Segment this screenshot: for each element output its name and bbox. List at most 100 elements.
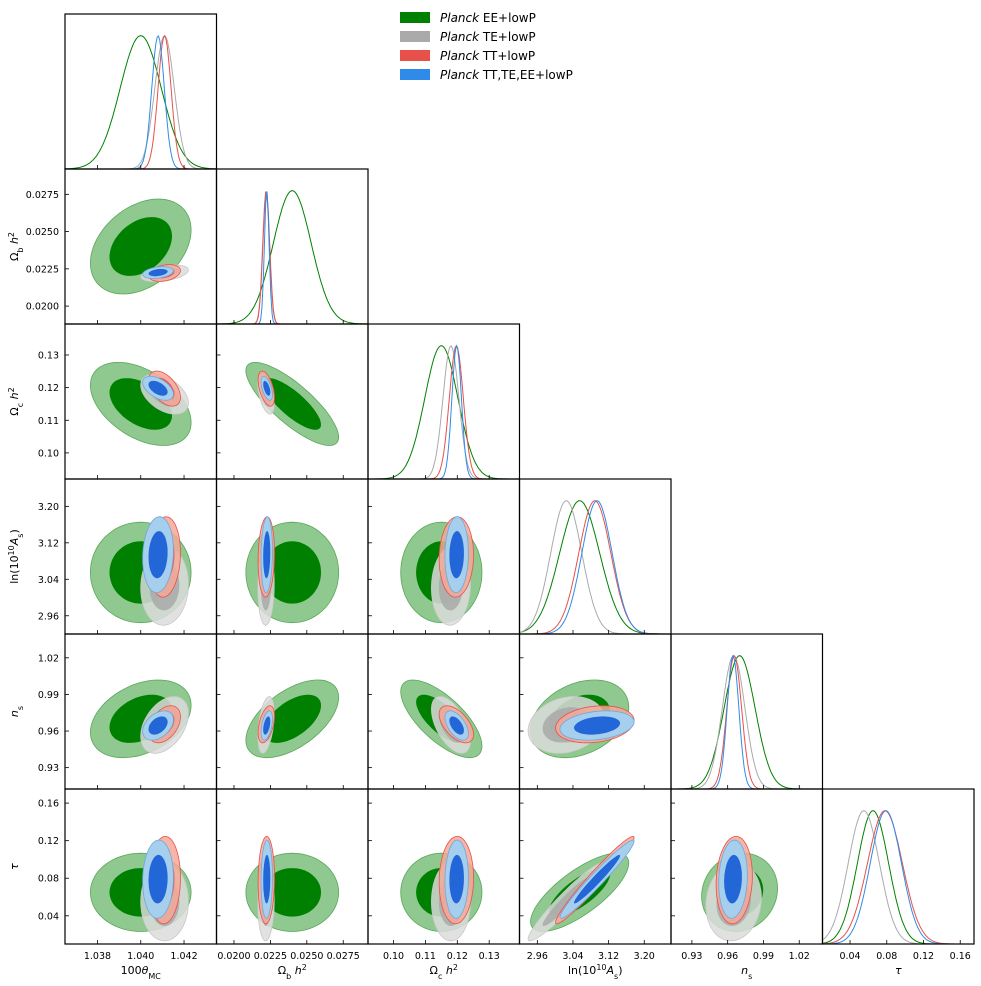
x-tick-label: 0.0250 (290, 951, 323, 962)
y-tick-label: 0.13 (38, 351, 59, 362)
marginal-curve-3 (216, 191, 368, 324)
legend-swatch (400, 31, 430, 42)
contour-68-3 (574, 854, 621, 904)
panel-0-0 (64, 13, 218, 170)
legend-label: Planck TT,TE,EE+lowP (440, 68, 573, 82)
y-axis-label-1: Ωb h2 (7, 232, 25, 261)
contour-68-3 (148, 380, 168, 396)
x-tick-label: 0.13 (479, 951, 500, 962)
marginal-curve-2 (519, 500, 671, 634)
panels-layer (64, 13, 975, 945)
y-tick-label: 0.16 (38, 799, 59, 810)
legend: Planck EE+lowP Planck TE+lowP Planck TT+lo… (400, 11, 573, 82)
panel-3-3 (518, 478, 672, 635)
x-axis-label-5: τ (895, 964, 902, 977)
y-tick-label: 0.10 (38, 448, 59, 459)
panel-2-2 (367, 323, 521, 480)
panel-frame (670, 633, 824, 790)
legend-label: Planck TE+lowP (440, 30, 536, 44)
contour-68-3 (148, 854, 168, 904)
panel-0-3 (64, 478, 218, 635)
panel-4-4 (670, 633, 824, 790)
legend-label: Planck TT+lowP (440, 49, 535, 63)
marginal-curve-2 (65, 34, 217, 169)
x-tick-label: 0.96 (717, 951, 738, 962)
y-tick-label: 1.02 (38, 653, 59, 664)
panel-1-5 (215, 788, 369, 945)
panel-0-1 (64, 168, 218, 325)
x-tick-label: 0.0275 (327, 951, 360, 962)
panel-1-4 (215, 633, 369, 790)
y-axis-label-5: τ (8, 863, 21, 870)
panel-frame (215, 168, 369, 325)
legend-swatch (400, 69, 430, 80)
panel-3-4 (518, 633, 672, 790)
x-tick-label: 1.038 (84, 951, 111, 962)
panel-5-5 (821, 788, 975, 945)
contour-68-0 (263, 378, 321, 430)
contour-68-0 (263, 694, 321, 743)
marginal-curve-0 (822, 810, 974, 944)
y-axis-label-4: ns (8, 706, 25, 717)
panel-1-1 (215, 168, 369, 325)
x-tick-label: 0.12 (913, 951, 934, 962)
x-tick-label: 0.16 (950, 951, 971, 962)
y-tick-label: 0.12 (38, 836, 59, 847)
x-tick-label: 2.96 (527, 951, 548, 962)
y-tick-label: 0.93 (38, 763, 59, 774)
x-tick-label: 3.20 (634, 951, 655, 962)
y-tick-label: 3.04 (38, 575, 59, 586)
x-axis-label-1: Ωb h2 (278, 963, 307, 981)
contour-68-3 (449, 531, 464, 579)
panel-0-4 (64, 633, 218, 790)
marginal-curve-0 (368, 345, 520, 479)
marginal-curve-2 (671, 654, 823, 789)
marginal-curve-1 (519, 500, 671, 634)
y-tick-label: 0.0225 (26, 264, 59, 275)
marginal-curve-0 (216, 190, 368, 324)
x-tick-label: 0.0225 (254, 951, 287, 962)
contour-68-3 (449, 854, 464, 904)
y-tick-label: 0.96 (38, 727, 59, 738)
panel-frame (821, 788, 975, 945)
marginal-curve-3 (368, 344, 520, 479)
y-tick-label: 3.20 (38, 502, 59, 513)
marginal-curve-3 (519, 500, 671, 634)
x-tick-label: 0.08 (876, 951, 897, 962)
y-tick-label: 0.0275 (26, 190, 59, 201)
marginal-curve-1 (368, 345, 520, 479)
x-tick-label: 3.12 (598, 951, 619, 962)
panel-1-3 (215, 478, 369, 635)
legend-item-3: Planck TT,TE,EE+lowP (400, 68, 573, 82)
x-tick-label: 0.12 (447, 951, 468, 962)
legend-swatch (400, 12, 430, 23)
marginal-curve-2 (216, 191, 368, 324)
y-tick-label: 0.11 (38, 416, 59, 427)
contour-68-3 (449, 716, 464, 735)
contour-68-3 (263, 716, 271, 735)
marginal-curve-1 (216, 191, 368, 324)
x-axis-label-3: ln(1010As) (568, 963, 623, 981)
x-tick-label: 1.042 (170, 951, 197, 962)
y-tick-label: 2.96 (38, 611, 59, 622)
y-tick-label: 0.08 (38, 874, 59, 885)
contour-68-3 (263, 531, 271, 579)
legend-item-2: Planck TT+lowP (400, 49, 535, 63)
x-tick-label: 3.04 (562, 951, 583, 962)
contour-68-3 (148, 716, 168, 735)
marginal-curve-0 (519, 500, 671, 634)
y-axis-label-3: ln(1010As) (7, 529, 25, 584)
marginal-curve-1 (671, 655, 823, 789)
x-tick-label: 0.11 (415, 951, 436, 962)
contour-68-3 (263, 380, 271, 396)
y-tick-label: 0.99 (38, 690, 59, 701)
marginal-curve-1 (822, 810, 974, 944)
panel-0-5 (64, 788, 218, 945)
x-tick-label: 0.93 (681, 951, 702, 962)
panel-0-2 (64, 323, 218, 480)
legend-swatch (400, 50, 430, 61)
x-tick-label: 0.04 (839, 951, 860, 962)
marginal-curve-3 (822, 810, 974, 944)
